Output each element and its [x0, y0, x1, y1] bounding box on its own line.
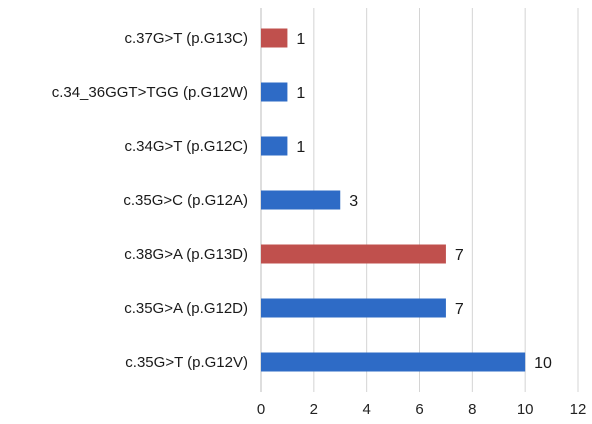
category-label: c.34_36GGT>TGG (p.G12W)	[52, 84, 248, 101]
grid-lines	[260, 8, 579, 392]
category-labels: c.37G>T (p.G13C) c.34_36GGT>TGG (p.G12W) c…	[52, 30, 248, 371]
x-tick-label: 10	[517, 401, 534, 418]
category-label: c.35G>A (p.G12D)	[124, 300, 248, 317]
x-tick-label: 6	[415, 401, 423, 418]
x-tick-label: 8	[468, 401, 476, 418]
bar	[261, 136, 288, 156]
bar	[261, 298, 446, 318]
bar	[261, 244, 446, 264]
bar	[261, 352, 526, 372]
data-labels: 1 1 1 3 7 7 10	[296, 31, 552, 372]
bar	[261, 82, 288, 102]
bars	[261, 28, 526, 372]
x-tick-label: 4	[362, 401, 370, 418]
x-axis-tick-labels: 0 2 4 6 8 10 12	[257, 401, 587, 418]
data-label: 7	[455, 301, 464, 318]
data-label: 10	[534, 355, 552, 372]
category-label: c.38G>A (p.G13D)	[124, 246, 248, 263]
x-tick-label: 12	[570, 401, 587, 418]
category-label: c.34G>T (p.G12C)	[124, 138, 248, 155]
x-tick-label: 2	[310, 401, 318, 418]
data-label: 1	[296, 139, 305, 156]
data-label: 1	[296, 85, 305, 102]
data-label: 3	[349, 193, 358, 210]
bar	[261, 190, 341, 210]
data-label: 7	[455, 247, 464, 264]
category-label: c.35G>T (p.G12V)	[125, 354, 248, 371]
data-label: 1	[296, 31, 305, 48]
category-label: c.37G>T (p.G13C)	[124, 30, 248, 47]
x-tick-label: 0	[257, 401, 265, 418]
category-label: c.35G>C (p.G12A)	[123, 192, 248, 209]
bar	[261, 28, 288, 48]
